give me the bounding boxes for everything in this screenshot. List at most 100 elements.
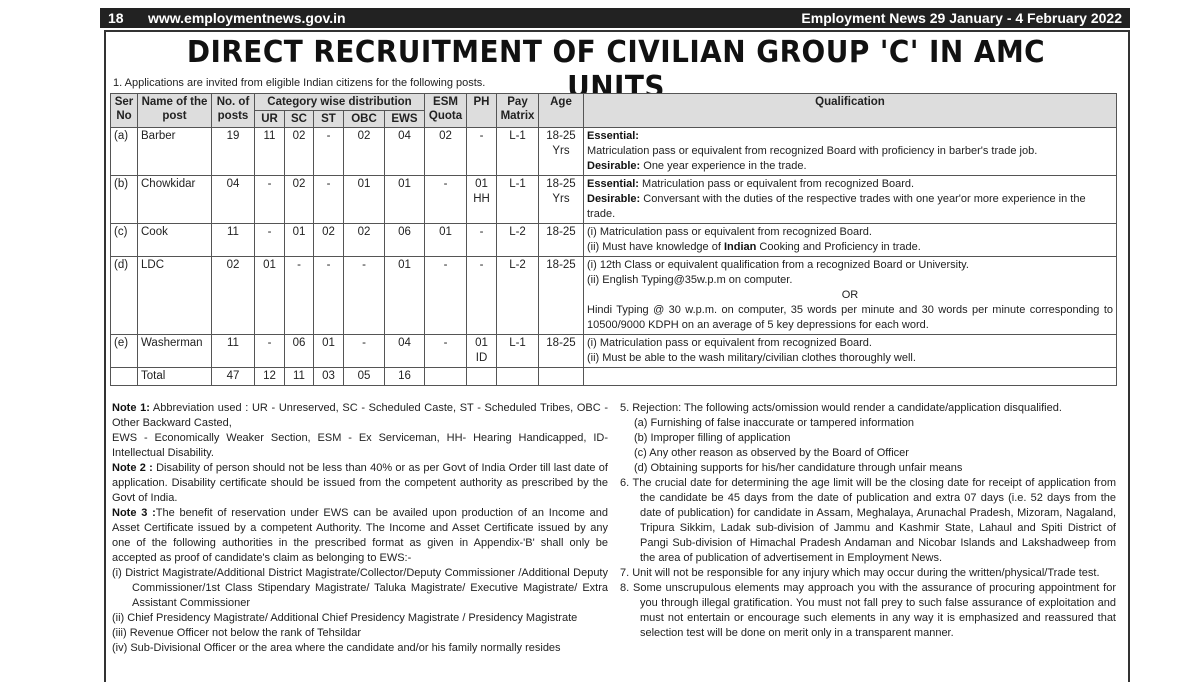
col-ph: PH — [466, 93, 497, 128]
note2-label: Note 2 : — [112, 462, 153, 474]
cell-obc: 02 — [343, 223, 385, 257]
note2-text: Disability of person should not be less … — [112, 462, 608, 504]
cell-esm: - — [424, 256, 467, 335]
total-obc: 05 — [343, 367, 385, 386]
cell-obc: - — [343, 334, 385, 368]
cell-esm: 01 — [424, 223, 467, 257]
total-ews: 16 — [384, 367, 425, 386]
authority-item: (ii) Chief Presidency Magistrate/ Additi… — [112, 612, 578, 624]
col-name: Name of the post — [137, 93, 212, 128]
total-label: Total — [137, 367, 212, 386]
website-url: www.employmentnews.gov.in — [148, 10, 346, 26]
cell-ph: - — [466, 127, 497, 176]
cell-pay: L-2 — [496, 256, 539, 335]
intro-text: 1. Applications are invited from eligibl… — [113, 77, 486, 89]
col-esm: ESM Quota — [424, 93, 467, 128]
cell-ur: - — [254, 334, 285, 368]
total-ur: 12 — [254, 367, 285, 386]
col-pay: Pay Matrix — [496, 93, 539, 128]
col-age: Age — [538, 93, 584, 128]
cell-obc: 01 — [343, 175, 385, 224]
cell-ser: (e) — [110, 334, 138, 368]
cell-st: - — [313, 175, 344, 224]
cell-name: Cook — [137, 223, 212, 257]
cell-ser: (b) — [110, 175, 138, 224]
total-st: 03 — [313, 367, 344, 386]
cell-st: 01 — [313, 334, 344, 368]
note5-text: 5. Rejection: The following acts/omissio… — [620, 402, 1062, 414]
cell-name: Barber — [137, 127, 212, 176]
cell-obc: - — [343, 256, 385, 335]
page-title: DIRECT RECRUITMENT OF CIVILIAN GROUP 'C'… — [186, 35, 1046, 105]
page-number: 18 — [108, 10, 124, 26]
rejection-item: (b) Improper filling of application — [634, 432, 791, 444]
cell-ews: 01 — [384, 256, 425, 335]
rejection-item: (c) Any other reason as observed by the … — [634, 447, 909, 459]
note8-text: 8. Some unscrupulous elements may approa… — [620, 582, 1116, 639]
total-sc: 11 — [284, 367, 314, 386]
cell-ur: - — [254, 223, 285, 257]
cell-ur: - — [254, 175, 285, 224]
rejection-item: (d) Obtaining supports for his/her candi… — [634, 462, 963, 474]
table-row: (a) Barber 19 11 02-02 04 02- L-1 18-25 Yrs Essen… — [110, 127, 1117, 176]
cell-sc: - — [284, 256, 314, 335]
cell-pay: L-2 — [496, 223, 539, 257]
posts-table: Ser No Name of the post No. of posts Cat… — [110, 93, 1117, 386]
cell-posts: 04 — [211, 175, 255, 224]
cell-posts: 02 — [211, 256, 255, 335]
cell-name: LDC — [137, 256, 212, 335]
notes-right: 5. Rejection: The following acts/omissio… — [620, 401, 1116, 641]
cell-age: 18-25 — [538, 256, 584, 335]
col-category: Category wise distribution — [254, 93, 425, 111]
cell-age: 18-25 Yrs — [538, 127, 584, 176]
edition-date: Employment News 29 January - 4 February … — [801, 10, 1122, 26]
authority-item: (i) District Magistrate/Additional Distr… — [112, 567, 608, 609]
table-row: (e) Washerman 11-06 01-04-01 ID L-1 18-25 (i) … — [110, 334, 1117, 368]
col-obc: OBC — [343, 110, 385, 128]
cell-ph: 01 HH — [466, 175, 497, 224]
cell-posts: 11 — [211, 334, 255, 368]
note1-label: Note 1: — [112, 402, 150, 414]
cell-ews: 06 — [384, 223, 425, 257]
col-ews: EWS — [384, 110, 425, 128]
cell-age: 18-25 — [538, 334, 584, 368]
cell-pay: L-1 — [496, 127, 539, 176]
col-ser: Ser No — [110, 93, 138, 128]
page-header-bar: 18 www.employmentnews.gov.in Employment … — [100, 8, 1130, 28]
cell-age: 18-25 — [538, 223, 584, 257]
cell-qualification: (i) Matriculation pass or equivalent fro… — [583, 223, 1117, 257]
cell-name: Washerman — [137, 334, 212, 368]
cell-pay: L-1 — [496, 334, 539, 368]
col-qualification: Qualification — [583, 93, 1117, 128]
cell-ur: 11 — [254, 127, 285, 176]
note1-text: Abbreviation used : UR - Unreserved, SC … — [112, 402, 609, 429]
cell-sc: 06 — [284, 334, 314, 368]
col-st: ST — [313, 110, 344, 128]
cell-obc: 02 — [343, 127, 385, 176]
total-posts: 47 — [211, 367, 255, 386]
cell-ews: 04 — [384, 334, 425, 368]
cell-ph: - — [466, 223, 497, 257]
cell-age: 18-25 Yrs — [538, 175, 584, 224]
cell-ews: 01 — [384, 175, 425, 224]
table-row: (d) LDC 02 01- - -01- - L-2 18-25 (i) 12th Class … — [110, 256, 1117, 335]
table-header-row: Ser No Name of the post No. of posts Cat… — [110, 93, 1117, 128]
col-posts: No. of posts — [211, 93, 255, 128]
note3-label: Note 3 : — [112, 507, 156, 519]
cell-name: Chowkidar — [137, 175, 212, 224]
notes-left: Note 1: Abbreviation used : UR - Unreser… — [112, 401, 608, 656]
cell-qualification: (i) 12th Class or equivalent qualificati… — [583, 256, 1117, 335]
cell-posts: 11 — [211, 223, 255, 257]
cell-esm: - — [424, 334, 467, 368]
note1-text-cont: EWS - Economically Weaker Section, ESM -… — [112, 432, 608, 459]
cell-pay: L-1 — [496, 175, 539, 224]
cell-qualification: Essential: Matriculation pass or equival… — [583, 175, 1117, 224]
cell-esm: - — [424, 175, 467, 224]
cell-ur: 01 — [254, 256, 285, 335]
cell-ph: 01 ID — [466, 334, 497, 368]
cell-ser: (c) — [110, 223, 138, 257]
note7-text: 7. Unit will not be responsible for any … — [620, 567, 1100, 579]
note6-text: 6. The crucial date for determining the … — [620, 477, 1116, 564]
rejection-item: (a) Furnishing of false inaccurate or ta… — [634, 417, 915, 429]
cell-st: - — [313, 127, 344, 176]
